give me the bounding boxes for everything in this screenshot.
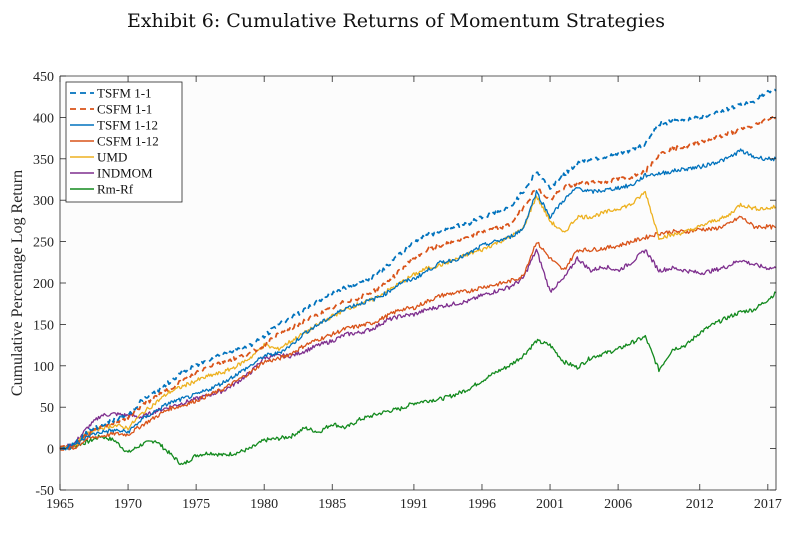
y-axis-label: Cumulative Percentage Log Return <box>9 170 26 396</box>
legend-label: INDMOM <box>97 166 153 181</box>
x-tick-label: 2006 <box>604 497 632 512</box>
legend-label: TSFM 1-1 <box>97 86 152 101</box>
legend-label: CSFM 1-1 <box>97 102 152 117</box>
series-line-csfm-1-12 <box>59 215 777 451</box>
x-tick-label: 1980 <box>250 497 278 512</box>
x-tick-label: 1970 <box>114 497 142 512</box>
axes-layer: -50 0 50 100 150 200 250 300 350 400 450 1965 1970 19… <box>33 70 782 512</box>
legend-label: UMD <box>97 150 127 165</box>
x-tick-label: 1985 <box>318 497 346 512</box>
y-tick-label: 0 <box>47 443 54 458</box>
legend-label: TSFM 1-12 <box>97 118 158 133</box>
y-tick-label: 250 <box>33 236 54 251</box>
y-tick-label: 300 <box>33 194 54 209</box>
series-line-csfm-1-1 <box>59 116 777 450</box>
y-tick-label: 450 <box>33 70 54 85</box>
series-line-umd <box>59 190 777 450</box>
series-layer <box>59 88 777 466</box>
x-tick-label: 1996 <box>468 497 496 512</box>
y-tick-label: 200 <box>33 277 54 292</box>
y-tick-label: 100 <box>33 360 54 375</box>
legend-box <box>65 81 183 203</box>
legend-label: CSFM 1-12 <box>97 134 159 149</box>
y-tick-label: 50 <box>40 401 54 416</box>
series-line-tsfm-1-12 <box>60 148 777 451</box>
x-tick-label: 2017 <box>754 497 782 512</box>
x-tick-label: 1991 <box>400 497 428 512</box>
x-tick-label: 1965 <box>46 497 74 512</box>
y-tick-label: -50 <box>35 484 54 499</box>
series-line-rm-rf <box>59 291 777 466</box>
chart-title: Exhibit 6: Cumulative Returns of Momentu… <box>126 10 666 32</box>
x-tick-label: 1975 <box>182 497 210 512</box>
series-line-tsfm-1-1 <box>59 88 777 450</box>
y-tick-label: 150 <box>33 318 54 333</box>
x-tick-label: 2001 <box>536 497 564 512</box>
legend-label: Rm-Rf <box>97 182 134 197</box>
y-tick-label: 350 <box>33 153 54 168</box>
series-line-indmom <box>59 248 777 450</box>
y-tick-label: 400 <box>33 111 54 126</box>
x-tick-label: 2012 <box>686 497 714 512</box>
